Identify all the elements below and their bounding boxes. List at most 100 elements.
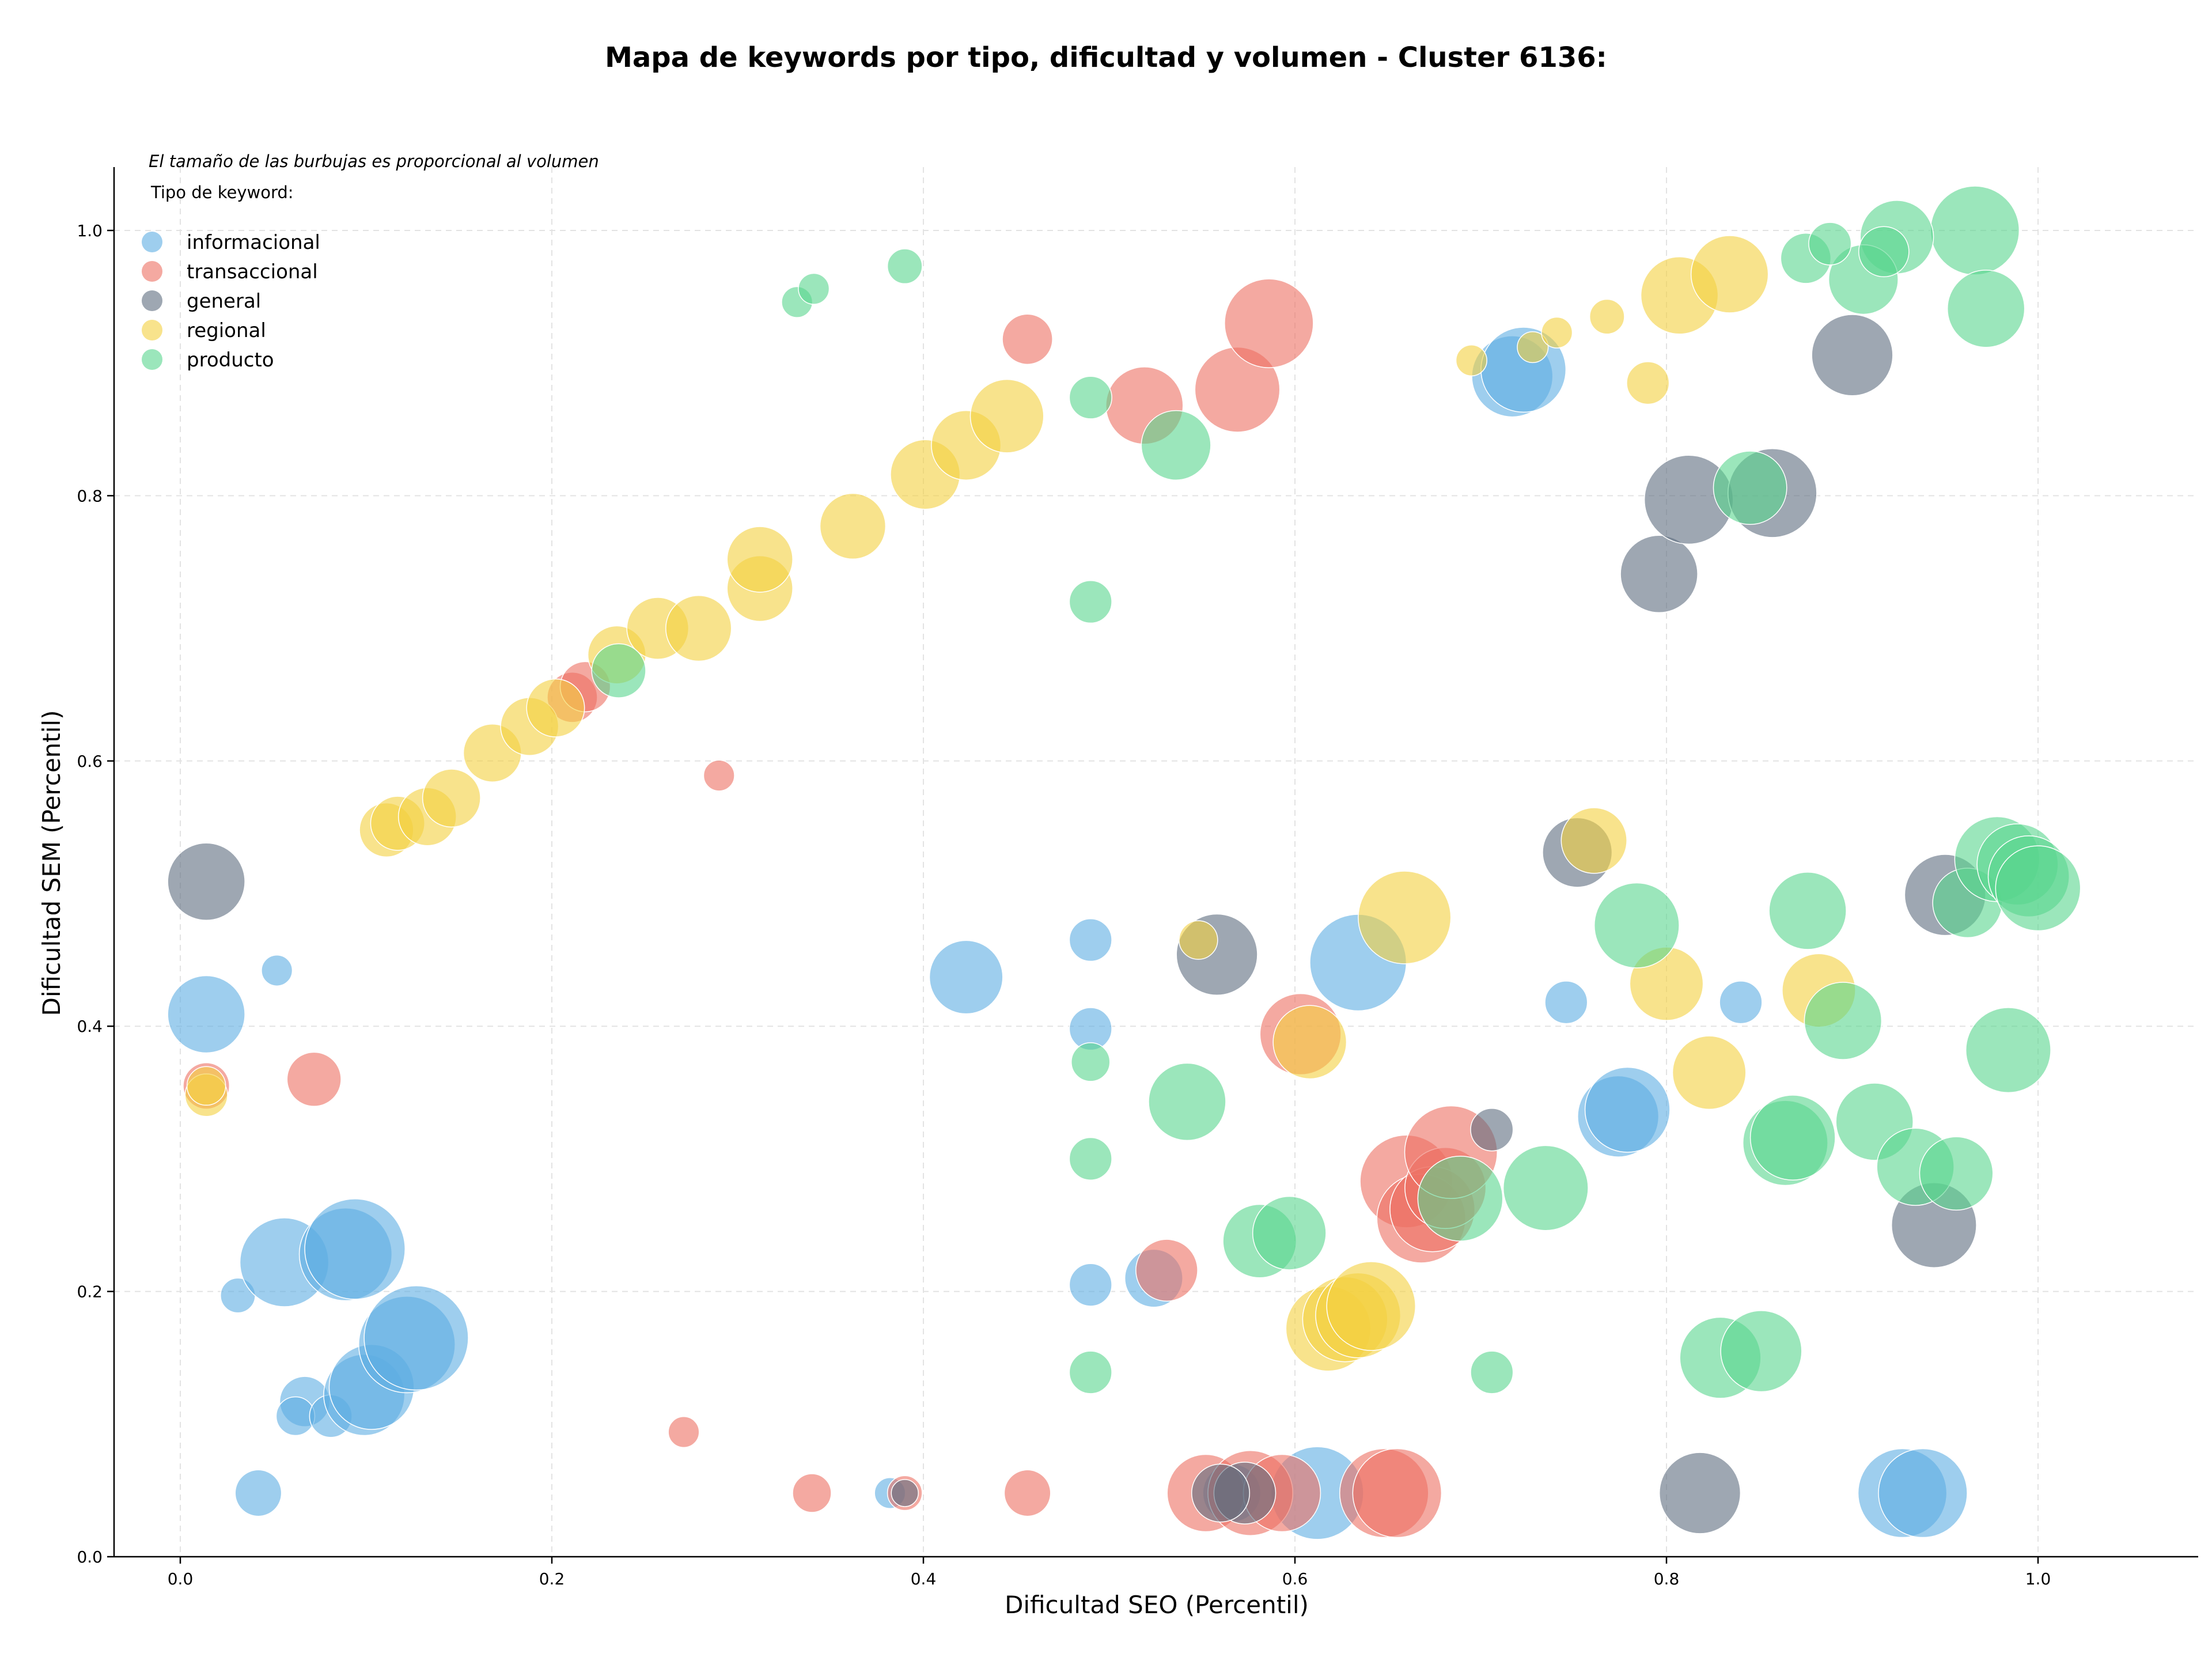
bubble-size-note: El tamaño de las burbujas es proporciona… xyxy=(149,152,599,171)
bubble-producto xyxy=(1148,1062,1226,1141)
bubble-transaccional xyxy=(1002,313,1053,365)
legend-label-general: general xyxy=(187,290,261,313)
bubble-transaccional xyxy=(1224,278,1314,368)
bubble-regional xyxy=(1517,331,1549,364)
bubble-informacional xyxy=(929,940,1003,1015)
series-regional xyxy=(184,235,1856,1372)
bubble-producto xyxy=(1071,1042,1111,1082)
bubble-transaccional xyxy=(1135,1239,1198,1302)
x-tick-label: 0.4 xyxy=(911,1569,937,1588)
bubble-producto xyxy=(1470,1350,1514,1394)
bubble-transaccional xyxy=(1003,1469,1051,1517)
bubble-producto xyxy=(1720,1310,1802,1393)
x-tick-label: 0.8 xyxy=(1654,1569,1680,1588)
bubble-informacional xyxy=(1069,918,1112,962)
bubble-general xyxy=(891,1479,919,1507)
bubble-informacional xyxy=(1719,981,1763,1024)
bubble-general xyxy=(1470,1108,1514,1152)
chart-title: Mapa de keywords por tipo, dificultad y … xyxy=(605,41,1607,74)
bubble-regional xyxy=(1358,871,1452,964)
legend: El tamaño de las burbujas es proporciona… xyxy=(142,152,599,372)
legend-label-transaccional: transaccional xyxy=(187,260,318,283)
bubble-regional xyxy=(1589,298,1625,335)
bubble-informacional xyxy=(275,1396,316,1436)
bubble-transaccional xyxy=(668,1416,700,1448)
y-tick-label: 1.0 xyxy=(77,221,103,240)
bubble-producto xyxy=(1858,226,1910,278)
bubble-transaccional xyxy=(792,1473,832,1513)
bubble-regional xyxy=(1690,235,1769,313)
bubble-producto xyxy=(1804,982,1883,1060)
x-axis-label: Dificultad SEO (Percentil) xyxy=(1005,1591,1309,1619)
bubble-regional xyxy=(969,379,1044,453)
bubble-regional xyxy=(1672,1035,1747,1110)
bubble-transaccional xyxy=(703,759,735,792)
bubble-informacional xyxy=(363,1285,469,1391)
bubble-regional xyxy=(1560,807,1627,874)
x-tick-label: 1.0 xyxy=(2025,1569,2051,1588)
bubble-producto xyxy=(1069,376,1112,419)
bubble-producto xyxy=(1141,410,1211,480)
legend-items: informacional transaccional general regiona… xyxy=(142,231,320,372)
bubble-regional xyxy=(1541,316,1573,349)
bubble-general xyxy=(167,842,245,921)
bubble-regional xyxy=(819,493,887,560)
y-tick-label: 0.0 xyxy=(77,1548,103,1567)
x-tick-label: 0.2 xyxy=(539,1569,565,1588)
y-ticks: 0.0 0.2 0.4 0.6 0.8 1.0 xyxy=(77,221,114,1567)
bubble-informacional xyxy=(1584,1066,1671,1153)
bubble-transaccional xyxy=(286,1051,342,1107)
y-tick-label: 0.8 xyxy=(77,486,103,505)
bubble-producto xyxy=(1417,1156,1503,1242)
bubble-producto xyxy=(1252,1195,1327,1270)
bubble-transaccional xyxy=(1352,1448,1442,1538)
series-producto xyxy=(591,186,2081,1399)
bubble-producto xyxy=(1946,270,2025,348)
bubble-producto xyxy=(1069,1137,1112,1181)
bubble-regional xyxy=(1272,1005,1347,1080)
bubble-informacional xyxy=(261,954,293,987)
bubble-informacional xyxy=(1878,1448,1968,1538)
legend-marker-regional xyxy=(142,320,162,340)
legend-marker-general xyxy=(142,290,162,311)
legend-label-regional: regional xyxy=(187,319,266,342)
x-ticks: 0.0 0.2 0.4 0.6 0.8 1.0 xyxy=(168,1557,2051,1588)
bubble-producto xyxy=(1995,845,2081,932)
bubble-producto xyxy=(1965,1007,2051,1094)
y-tick-label: 0.4 xyxy=(77,1017,103,1036)
axes xyxy=(113,167,2198,1558)
y-tick-label: 0.6 xyxy=(77,752,103,771)
bubble-regional xyxy=(526,678,585,737)
x-tick-label: 0.6 xyxy=(1282,1569,1308,1588)
bubble-informacional xyxy=(304,1198,406,1300)
legend-label-producto: producto xyxy=(187,349,274,372)
bubble-producto xyxy=(1930,186,2020,275)
bubble-producto xyxy=(1502,1145,1589,1231)
y-axis-label: Dificultad SEM (Percentil) xyxy=(37,710,66,1016)
legend-marker-producto xyxy=(142,349,162,370)
bubble-regional xyxy=(1326,1261,1416,1351)
bubble-regional xyxy=(665,595,732,662)
x-tick-label: 0.0 xyxy=(168,1569,194,1588)
legend-marker-transaccional xyxy=(142,261,162,282)
bubble-producto xyxy=(1808,222,1852,266)
bubble-producto xyxy=(1069,580,1112,624)
bubble-informacional xyxy=(1069,1263,1112,1307)
bubble-regional xyxy=(1179,920,1218,960)
y-tick-label: 0.2 xyxy=(77,1282,103,1301)
bubbles xyxy=(167,186,2081,1540)
bubble-general xyxy=(1811,314,1893,396)
bubble-general xyxy=(1658,1452,1741,1534)
bubble-regional xyxy=(422,769,481,828)
bubble-informacional xyxy=(167,975,245,1054)
bubble-producto xyxy=(798,273,830,305)
legend-title: Tipo de keyword: xyxy=(150,183,294,202)
bubble-regional xyxy=(186,1066,226,1106)
bubble-informacional xyxy=(234,1469,282,1517)
bubble-producto xyxy=(1593,882,1680,968)
bubble-regional xyxy=(726,526,793,593)
bubble-informacional xyxy=(1544,981,1588,1024)
bubble-producto xyxy=(887,248,923,285)
bubble-regional xyxy=(1626,361,1670,405)
